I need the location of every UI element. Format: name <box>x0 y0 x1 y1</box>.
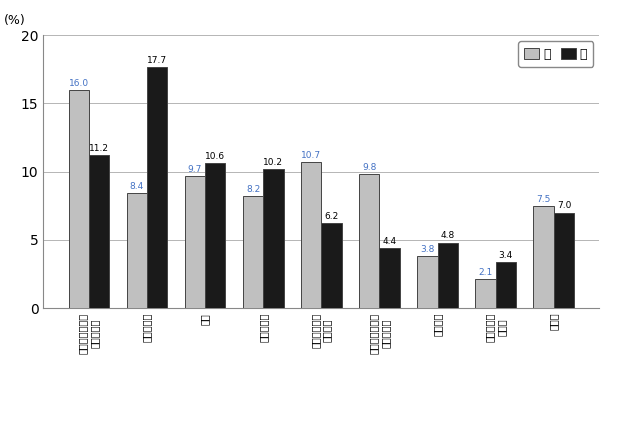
Text: 10.2: 10.2 <box>263 158 284 167</box>
Text: 4.8: 4.8 <box>441 231 455 241</box>
Bar <box>127 194 147 308</box>
Bar <box>243 196 263 308</box>
Bar <box>496 262 516 308</box>
Bar <box>554 213 574 308</box>
Bar <box>475 279 496 308</box>
Text: 8.4: 8.4 <box>130 182 144 191</box>
Bar <box>205 163 226 308</box>
Text: 2.1: 2.1 <box>478 268 493 277</box>
Bar <box>185 176 205 308</box>
Bar <box>301 162 321 308</box>
Text: 10.7: 10.7 <box>301 151 321 160</box>
Text: 3.4: 3.4 <box>499 250 513 260</box>
Bar <box>417 256 438 308</box>
Bar <box>89 155 109 308</box>
Text: (%): (%) <box>4 14 26 27</box>
Bar <box>379 248 400 308</box>
Text: 7.5: 7.5 <box>536 194 551 204</box>
Text: 3.8: 3.8 <box>420 245 434 254</box>
Legend: 男, 女: 男, 女 <box>519 41 593 67</box>
Bar <box>321 224 342 308</box>
Bar <box>438 242 458 308</box>
Bar <box>533 206 554 308</box>
Text: 11.2: 11.2 <box>89 144 109 153</box>
Text: 6.2: 6.2 <box>324 213 339 221</box>
Text: 8.2: 8.2 <box>246 185 260 194</box>
Text: 9.8: 9.8 <box>362 163 376 172</box>
Bar <box>69 90 89 308</box>
Bar <box>263 169 284 308</box>
Text: 7.0: 7.0 <box>557 202 571 210</box>
Text: 4.4: 4.4 <box>383 237 397 246</box>
Text: 9.7: 9.7 <box>188 165 202 174</box>
Bar <box>359 174 379 308</box>
Text: 16.0: 16.0 <box>69 79 89 88</box>
Bar <box>147 66 167 308</box>
Text: 17.7: 17.7 <box>147 55 167 65</box>
Text: 10.6: 10.6 <box>205 152 226 161</box>
